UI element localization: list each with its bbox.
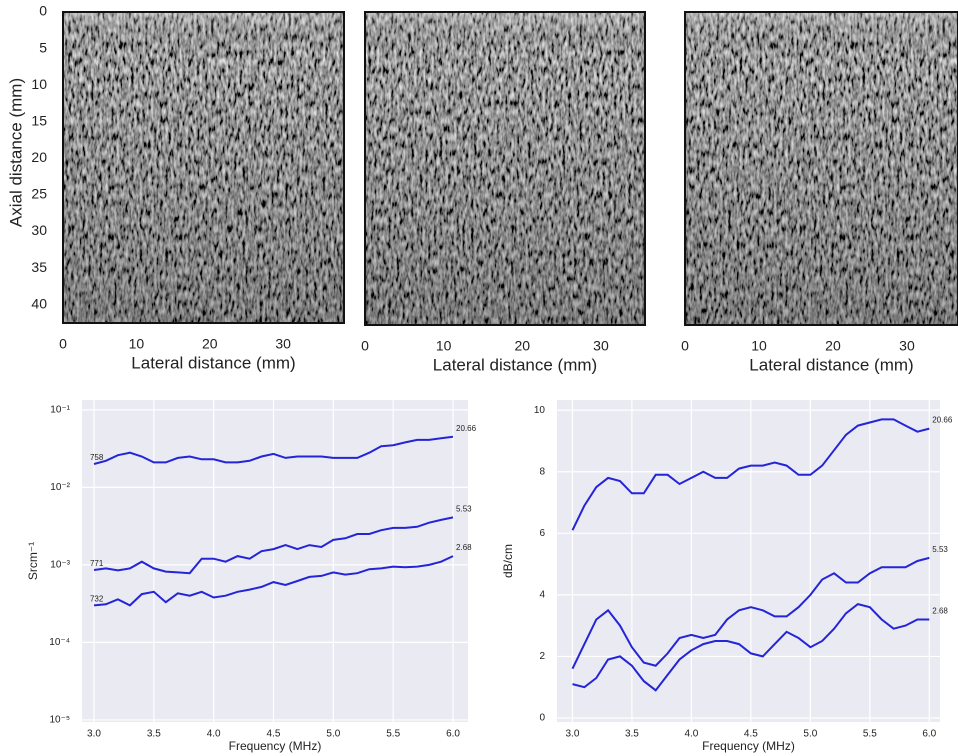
- y-tick-label: 10⁻¹: [50, 404, 70, 415]
- x-tick-label: 3.0: [566, 729, 580, 740]
- x-tick-label: 6.0: [922, 729, 936, 740]
- x-tick-label: 0: [59, 336, 67, 352]
- end-annotation: 20.66: [456, 424, 477, 433]
- end-annotation: 5.53: [456, 504, 472, 513]
- image-frame: [364, 11, 646, 326]
- y-tick-label: 15: [31, 112, 47, 128]
- image-shading: [685, 12, 958, 325]
- series-line: [93, 516, 454, 575]
- image-shading: [365, 12, 645, 325]
- series-line: [93, 435, 454, 465]
- end-annotation: 2.68: [932, 607, 948, 616]
- x-tick-label: 6.0: [446, 729, 460, 740]
- x-axis-label: Frequency (MHz): [702, 739, 795, 753]
- y-tick-label: 10⁻⁴: [49, 637, 70, 648]
- x-tick-label: 10: [129, 336, 145, 352]
- x-tick-label: 5.0: [326, 729, 340, 740]
- x-tick-label: 0: [681, 338, 689, 354]
- y-tick-label: 0: [539, 713, 545, 724]
- start-annotation: 771: [90, 559, 104, 568]
- start-annotation: 758: [90, 453, 104, 462]
- x-tick-label: 0: [361, 338, 369, 354]
- series-line: [572, 603, 930, 692]
- x-tick-label: 3.0: [87, 729, 101, 740]
- x-tick-label: 5.0: [803, 729, 817, 740]
- y-tick-label: 10⁻³: [50, 560, 70, 571]
- series-line: [571, 556, 930, 670]
- y-tick-label: 4: [539, 590, 545, 601]
- end-annotation: 5.53: [932, 545, 948, 554]
- plot-area: [82, 400, 468, 722]
- y-tick-label: 10⁻²: [50, 482, 70, 493]
- plot-area: [557, 400, 940, 722]
- y-tick-label: 40: [31, 295, 47, 311]
- x-tick-label: 10: [751, 338, 767, 354]
- y-tick-label: 25: [31, 186, 47, 202]
- y-tick-label: 10: [534, 405, 546, 416]
- x-tick-label: 3.5: [147, 729, 161, 740]
- x-tick-label: 4.0: [684, 729, 698, 740]
- y-tick-label: 6: [539, 528, 545, 539]
- image-frame: [684, 11, 958, 326]
- image-shading: [63, 12, 344, 323]
- x-tick-label: 30: [593, 338, 609, 354]
- y-tick-label: 0: [39, 3, 47, 19]
- y-axis-label: dB/cm: [501, 544, 515, 578]
- x-tick-label: 4.5: [267, 729, 281, 740]
- y-tick-label: 8: [539, 466, 545, 477]
- series-line: [571, 418, 930, 531]
- x-tick-label: 4.5: [744, 729, 758, 740]
- x-tick-label: 20: [515, 338, 531, 354]
- x-axis-label: Frequency (MHz): [229, 739, 322, 753]
- image-frame: [62, 11, 345, 324]
- y-tick-label: 2: [539, 651, 545, 662]
- x-tick-label: 30: [275, 336, 291, 352]
- y-tick-label: 5: [39, 39, 47, 55]
- y-tick-label: 30: [31, 222, 47, 238]
- y-tick-label: 10⁻⁵: [49, 715, 70, 726]
- start-annotation: 732: [90, 595, 104, 604]
- x-tick-label: 20: [202, 336, 218, 352]
- x-axis-label: Lateral distance (mm): [433, 355, 597, 374]
- x-tick-label: 5.5: [386, 729, 400, 740]
- x-tick-label: 3.5: [625, 729, 639, 740]
- end-annotation: 20.66: [932, 416, 953, 425]
- y-axis-label: Srcm⁻¹: [26, 542, 40, 580]
- end-annotation: 2.68: [456, 543, 472, 552]
- x-tick-label: 20: [825, 338, 841, 354]
- x-axis-label: Lateral distance (mm): [749, 355, 913, 374]
- x-tick-label: 10: [436, 338, 452, 354]
- x-axis-label: Lateral distance (mm): [131, 353, 295, 372]
- series-line: [93, 555, 454, 607]
- x-tick-label: 4.0: [207, 729, 221, 740]
- x-tick-label: 5.5: [863, 729, 877, 740]
- y-tick-label: 10: [31, 76, 47, 92]
- y-tick-label: 20: [31, 149, 47, 165]
- y-axis-label: Axial distance (mm): [6, 78, 25, 227]
- x-tick-label: 30: [899, 338, 915, 354]
- y-tick-label: 35: [31, 259, 47, 275]
